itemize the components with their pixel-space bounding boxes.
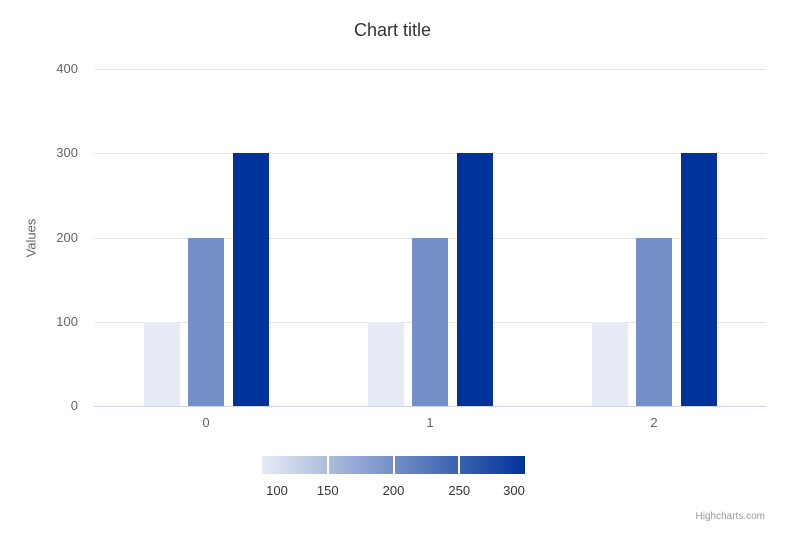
color-axis-tick-label: 300 [503,483,525,498]
column-bar[interactable] [412,237,448,406]
color-axis-tick-label: 100 [266,483,288,498]
x-axis-line [94,406,766,407]
y-gridline [94,69,766,70]
column-bar[interactable] [680,153,717,406]
y-tick-label: 200 [56,229,78,245]
x-tick-label: 1 [426,415,434,430]
y-tick-label: 400 [56,61,78,76]
y-tick-label: 100 [56,313,78,329]
color-axis-tick-line [326,456,329,474]
chart-title: Chart title [353,20,432,40]
column-bar[interactable] [456,153,493,406]
color-axis-tick-label: 200 [382,483,405,498]
column-bar[interactable] [188,237,224,406]
color-axis-tick-line [458,456,461,474]
color-axis-tick-label: 150 [316,483,339,498]
column-bar[interactable] [232,153,269,406]
y-gridline [94,153,766,155]
x-tick-label: 0 [202,415,210,430]
y-tick-label: 0 [70,398,78,413]
column-bar[interactable] [591,321,628,406]
color-axis-tick-line [392,456,395,474]
color-axis-tick-label: 250 [448,483,471,498]
column-bar[interactable] [143,321,180,406]
column-bar[interactable] [367,321,404,406]
y-tick-label: 300 [56,145,78,161]
x-tick-label: 2 [650,415,658,430]
credits-link[interactable]: Highcharts.com [695,511,765,522]
column-bar[interactable] [636,237,672,406]
